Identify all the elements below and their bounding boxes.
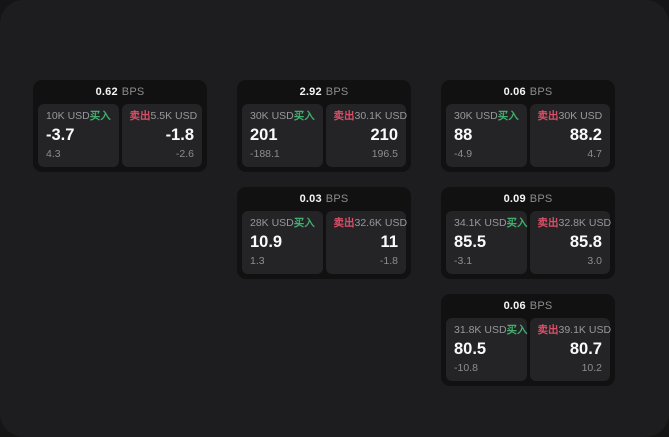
spread-header: 2.92 BPS — [242, 80, 406, 104]
sell-price: 80.7 — [569, 339, 602, 358]
spread-unit: BPS — [325, 86, 349, 98]
quote-card: 2.92 BPS 30K USD 买入 201 -188.1 卖出 30.1K … — [237, 80, 411, 172]
buy-side-label: 买入 — [506, 324, 528, 336]
quote-card: 0.62 BPS 10K USD 买入 -3.7 4.3 卖出 5.5K USD — [33, 80, 207, 172]
buy-size: 30K USD — [250, 110, 294, 122]
sell-price: -1.8 — [165, 125, 194, 144]
buy-panel[interactable]: 10K USD 买入 -3.7 4.3 — [38, 104, 119, 167]
buy-delta: -188.1 — [250, 148, 280, 161]
buy-side-label: 买入 — [497, 110, 519, 122]
buy-price: 80.5 — [454, 339, 487, 358]
sell-size: 39.1K USD — [558, 324, 612, 336]
sell-panel[interactable]: 卖出 5.5K USD -1.8 -2.6 — [121, 104, 202, 167]
sell-size: 30K USD — [558, 110, 603, 122]
spread-unit: BPS — [529, 193, 553, 205]
buy-delta: -4.9 — [454, 148, 473, 161]
sell-price: 11 — [380, 232, 398, 251]
buy-side-label: 买入 — [89, 110, 111, 122]
spread-unit: BPS — [529, 300, 553, 312]
spread-header: 0.09 BPS — [446, 187, 610, 211]
spread-unit: BPS — [529, 86, 553, 98]
sell-panel[interactable]: 卖出 32.8K USD 85.8 3.0 — [529, 211, 612, 274]
buy-size: 34.1K USD — [454, 217, 507, 229]
buy-size: 30K USD — [454, 110, 498, 122]
spread-value: 0.62 — [95, 86, 118, 98]
sell-panel[interactable]: 卖出 30.1K USD 210 196.5 — [325, 104, 408, 167]
quote-panels: 28K USD 买入 10.9 1.3 卖出 32.6K USD 11 -1.8 — [242, 211, 408, 274]
buy-panel[interactable]: 34.1K USD 买入 85.5 -3.1 — [446, 211, 528, 274]
buy-panel[interactable]: 28K USD 买入 10.9 1.3 — [242, 211, 323, 274]
sell-side-label: 卖出 — [537, 217, 559, 229]
quote-card: 0.09 BPS 34.1K USD 买入 85.5 -3.1 卖出 32.8K… — [441, 187, 615, 279]
buy-price: 10.9 — [250, 232, 283, 251]
sell-side-label: 卖出 — [333, 217, 355, 229]
sell-price: 88.2 — [569, 125, 602, 144]
sell-side-label: 卖出 — [333, 110, 355, 122]
sell-panel[interactable]: 卖出 39.1K USD 80.7 10.2 — [529, 318, 612, 381]
quote-panels: 31.8K USD 买入 80.5 -10.8 卖出 39.1K USD 80.… — [446, 318, 612, 381]
sell-delta: -2.6 — [175, 148, 194, 161]
sell-size: 32.6K USD — [354, 217, 408, 229]
quote-panels: 30K USD 买入 201 -188.1 卖出 30.1K USD 210 1… — [242, 104, 408, 167]
sell-panel[interactable]: 卖出 30K USD 88.2 4.7 — [529, 104, 610, 167]
buy-size: 10K USD — [46, 110, 90, 122]
buy-delta: 4.3 — [46, 148, 61, 161]
sell-side-label: 卖出 — [129, 110, 151, 122]
quote-card: 0.03 BPS 28K USD 买入 10.9 1.3 卖出 32.6K US… — [237, 187, 411, 279]
spread-value: 0.06 — [503, 86, 526, 98]
buy-price: 201 — [250, 125, 278, 144]
quote-card: 0.06 BPS 30K USD 买入 88 -4.9 卖出 30K USD — [441, 80, 615, 172]
buy-side-label: 买入 — [293, 217, 315, 229]
sell-size: 30.1K USD — [354, 110, 408, 122]
spread-header: 0.62 BPS — [38, 80, 202, 104]
spread-header: 0.06 BPS — [446, 294, 610, 318]
sell-delta: 10.2 — [581, 362, 602, 375]
sell-price: 210 — [370, 125, 398, 144]
sell-delta: 3.0 — [587, 255, 602, 268]
buy-price: 88 — [454, 125, 473, 144]
spread-unit: BPS — [325, 193, 349, 205]
sell-panel[interactable]: 卖出 32.6K USD 11 -1.8 — [325, 211, 408, 274]
sell-side-label: 卖出 — [537, 324, 559, 336]
buy-delta: -10.8 — [454, 362, 478, 375]
quote-panels: 30K USD 买入 88 -4.9 卖出 30K USD 88.2 4.7 — [446, 104, 610, 167]
quote-card: 0.06 BPS 31.8K USD 买入 80.5 -10.8 卖出 39.1… — [441, 294, 615, 386]
sell-delta: 4.7 — [587, 148, 602, 161]
buy-side-label: 买入 — [293, 110, 315, 122]
spread-header: 0.03 BPS — [242, 187, 406, 211]
sell-delta: -1.8 — [379, 255, 398, 268]
spread-unit: BPS — [121, 86, 145, 98]
spread-value: 0.06 — [503, 300, 526, 312]
buy-delta: -3.1 — [454, 255, 473, 268]
sell-size: 32.8K USD — [558, 217, 612, 229]
buy-size: 31.8K USD — [454, 324, 507, 336]
buy-delta: 1.3 — [250, 255, 265, 268]
buy-panel[interactable]: 31.8K USD 买入 80.5 -10.8 — [446, 318, 528, 381]
quote-panels: 34.1K USD 买入 85.5 -3.1 卖出 32.8K USD 85.8… — [446, 211, 612, 274]
spread-value: 0.09 — [503, 193, 526, 205]
sell-side-label: 卖出 — [537, 110, 559, 122]
buy-size: 28K USD — [250, 217, 294, 229]
spread-value: 0.03 — [299, 193, 322, 205]
buy-panel[interactable]: 30K USD 买入 88 -4.9 — [446, 104, 527, 167]
sell-size: 5.5K USD — [150, 110, 198, 122]
buy-price: 85.5 — [454, 232, 487, 251]
quote-panels: 10K USD 买入 -3.7 4.3 卖出 5.5K USD -1.8 -2.… — [38, 104, 202, 167]
sell-price: 85.8 — [569, 232, 602, 251]
quotes-grid: 0.62 BPS 10K USD 买入 -3.7 4.3 卖出 5.5K USD — [33, 80, 615, 386]
buy-side-label: 买入 — [506, 217, 528, 229]
sell-delta: 196.5 — [371, 148, 398, 161]
buy-price: -3.7 — [46, 125, 75, 144]
buy-panel[interactable]: 30K USD 买入 201 -188.1 — [242, 104, 323, 167]
spread-value: 2.92 — [299, 86, 322, 98]
spread-header: 0.06 BPS — [446, 80, 610, 104]
